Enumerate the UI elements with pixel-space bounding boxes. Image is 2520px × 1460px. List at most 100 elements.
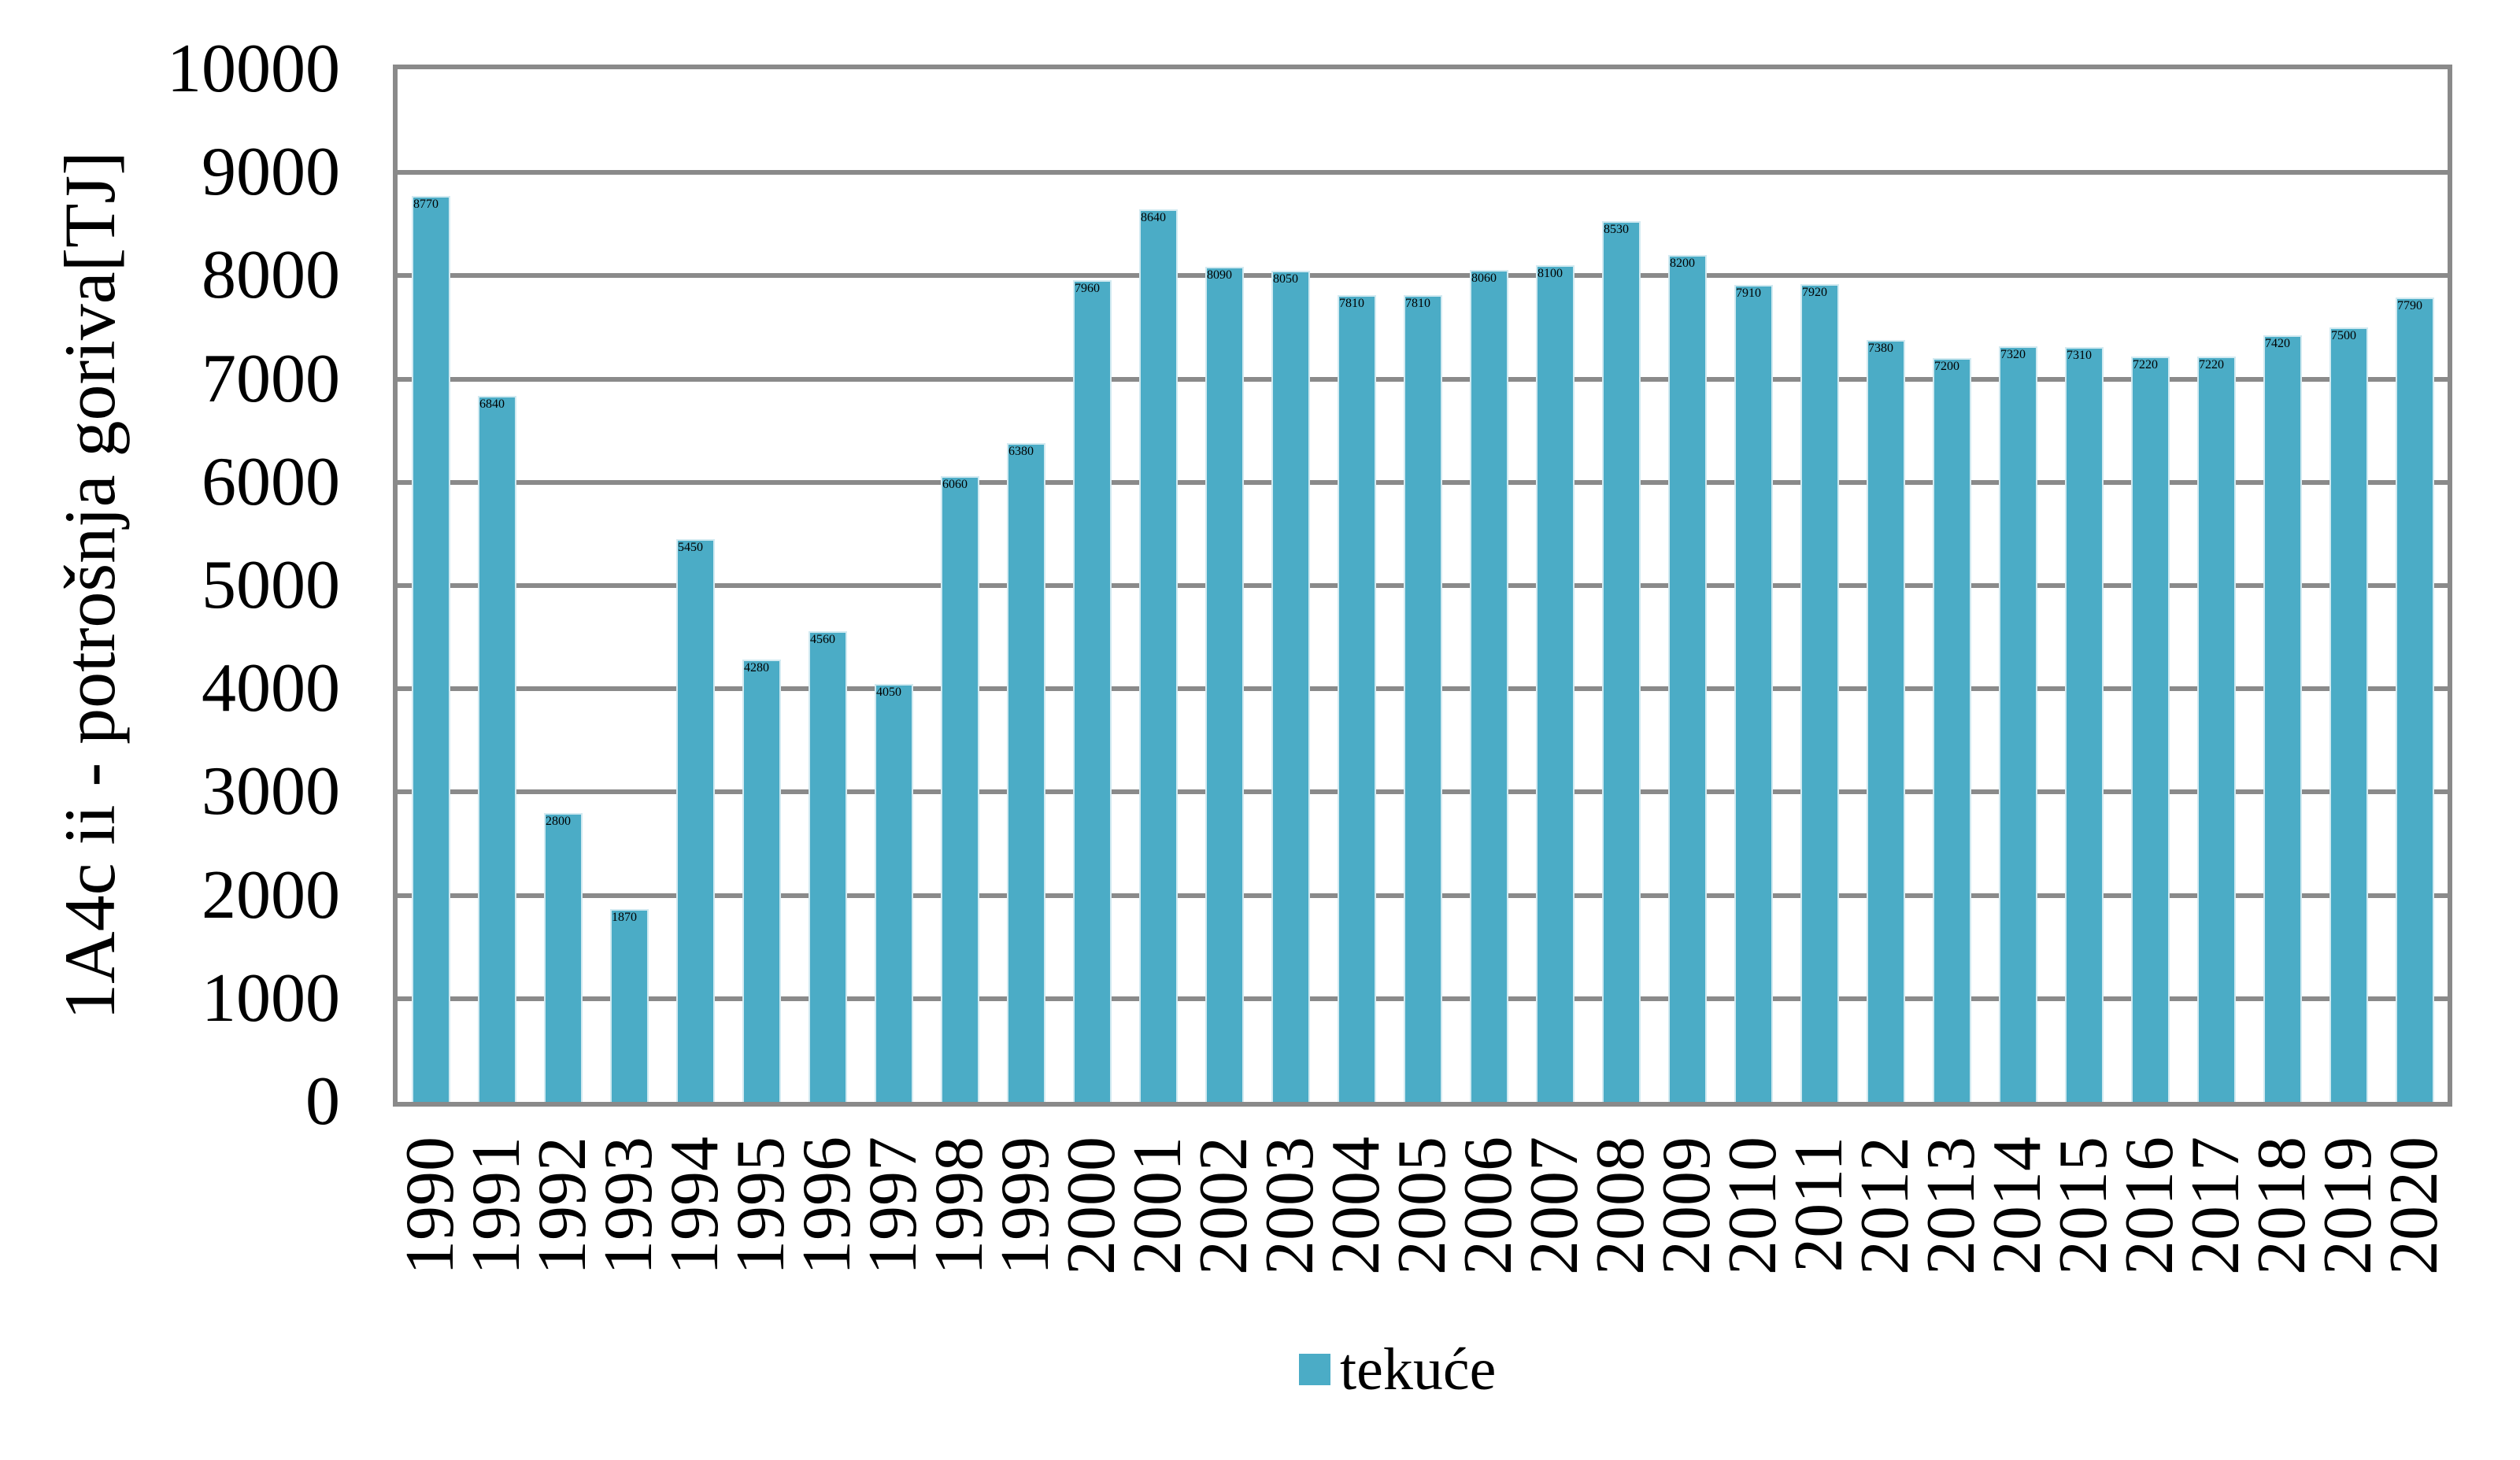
x-tick-label-text: 1993: [590, 1137, 667, 1275]
x-tick-label-2011: 2011: [1781, 1137, 1857, 1273]
x-tick-label-1990: 1990: [392, 1137, 468, 1275]
y-tick-label-10000: 10000: [167, 31, 340, 107]
y-tick-label-4000: 4000: [202, 650, 340, 727]
x-tick-label-text: 2010: [1715, 1137, 1791, 1275]
x-tick-label-text: 2000: [1053, 1137, 1130, 1275]
x-tick-label-1999: 1999: [987, 1137, 1064, 1275]
x-tick-label-text: 2007: [1516, 1137, 1593, 1275]
gridline-8000: [398, 273, 2448, 279]
x-tick-label-1996: 1996: [789, 1137, 865, 1275]
x-tick-label-2003: 2003: [1252, 1137, 1328, 1275]
x-tick-label-text: 2004: [1318, 1137, 1394, 1275]
y-tick-label-1000: 1000: [202, 959, 340, 1037]
bar-2005: 7810: [1404, 295, 1442, 1102]
bar-2013: 7200: [1933, 358, 1971, 1102]
x-tick-label-2005: 2005: [1384, 1137, 1460, 1275]
x-tick-label-1998: 1998: [921, 1137, 997, 1275]
y-tick-label-0: 0: [305, 1063, 340, 1140]
x-tick-label-2006: 2006: [1450, 1137, 1526, 1275]
bar-1994: 5450: [676, 539, 715, 1102]
x-tick-label-2009: 2009: [1649, 1137, 1725, 1275]
bar-2015: 7310: [2065, 347, 2104, 1102]
plot-area: 8770 6840 2800 1870 5450 4280 4560 4050 6060 6380…: [393, 65, 2452, 1107]
x-tick-label-text: 2002: [1186, 1137, 1262, 1275]
bar-2012: 7380: [1867, 340, 1905, 1102]
x-tick-label-2010: 2010: [1715, 1137, 1791, 1275]
x-tick-label-1995: 1995: [723, 1137, 799, 1275]
bar-2007: 8100: [1536, 265, 1575, 1102]
legend: tekuće: [1299, 1338, 1496, 1401]
x-tick-label-text: 2018: [2244, 1137, 2320, 1275]
x-tick-label-text: 1999: [987, 1137, 1064, 1275]
bar-1997: 4050: [875, 684, 913, 1102]
bar-2004: 7810: [1338, 295, 1376, 1102]
x-tick-label-text: 2020: [2376, 1137, 2452, 1275]
bar-2010: 7910: [1734, 285, 1773, 1102]
bar-1998: 6060: [941, 476, 979, 1102]
x-tick-label-2018: 2018: [2244, 1137, 2320, 1275]
bar-1999: 6380: [1007, 443, 1045, 1102]
x-tick-label-1994: 1994: [657, 1137, 733, 1275]
x-tick-label-text: 2005: [1384, 1137, 1460, 1275]
x-tick-label-text: 2014: [1979, 1137, 2056, 1275]
x-tick-label-2001: 2001: [1119, 1137, 1196, 1275]
x-tick-label-2002: 2002: [1186, 1137, 1262, 1275]
x-tick-label-text: 2015: [2045, 1137, 2122, 1275]
x-tick-label-text: 2001: [1119, 1137, 1196, 1275]
bar-1995: 4280: [742, 660, 781, 1102]
x-tick-label-text: 1996: [789, 1137, 865, 1275]
x-tick-label-1992: 1992: [524, 1137, 601, 1275]
bar-1991: 6840: [478, 396, 516, 1102]
x-tick-label-text: 2012: [1847, 1137, 1923, 1275]
bar-2001: 8640: [1139, 209, 1178, 1102]
x-tick-label-2015: 2015: [2045, 1137, 2122, 1275]
bar-1996: 4560: [809, 631, 847, 1102]
bar-2016: 7220: [2131, 357, 2170, 1102]
x-tick-label-text: 1992: [524, 1137, 601, 1275]
bar-1993: 1870: [610, 909, 649, 1102]
x-tick-label-text: 2013: [1913, 1137, 1989, 1275]
x-tick-label-1997: 1997: [855, 1137, 931, 1275]
bar-2017: 7220: [2197, 357, 2236, 1102]
legend-swatch-tekuce: [1299, 1354, 1330, 1385]
bar-2018: 7420: [2263, 335, 2302, 1102]
y-tick-label-9000: 9000: [202, 134, 340, 211]
x-tick-label-text: 1997: [855, 1137, 931, 1275]
bar-2009: 8200: [1668, 255, 1707, 1102]
bar-2011: 7920: [1800, 284, 1839, 1102]
x-tick-label-text: 2009: [1649, 1137, 1725, 1275]
x-tick-label-1991: 1991: [458, 1137, 535, 1275]
bar-2019: 7500: [2329, 327, 2368, 1102]
bar-2003: 8050: [1271, 271, 1310, 1102]
x-tick-label-2004: 2004: [1318, 1137, 1394, 1275]
gridline-9000: [398, 170, 2448, 176]
x-tick-label-text: 2011: [1781, 1137, 1857, 1273]
bar-2014: 7320: [1999, 346, 2037, 1102]
bar-1992: 2800: [544, 813, 583, 1102]
x-tick-label-text: 1994: [657, 1137, 733, 1275]
x-tick-label-2013: 2013: [1913, 1137, 1989, 1275]
x-tick-label-text: 1991: [458, 1137, 535, 1275]
bar-2000: 7960: [1073, 280, 1112, 1102]
legend-label-tekuce: tekuće: [1340, 1336, 1497, 1403]
x-tick-label-text: 2019: [2310, 1137, 2386, 1275]
y-tick-label-5000: 5000: [202, 547, 340, 623]
x-tick-label-2014: 2014: [1979, 1137, 2056, 1275]
bar-2008: 8530: [1602, 221, 1641, 1102]
x-tick-label-text: 2006: [1450, 1137, 1526, 1275]
bar-2006: 8060: [1470, 270, 1508, 1102]
x-tick-label-2008: 2008: [1582, 1137, 1659, 1275]
x-tick-label-2017: 2017: [2178, 1137, 2254, 1275]
y-tick-label-6000: 6000: [202, 443, 340, 520]
x-tick-label-2020: 2020: [2376, 1137, 2452, 1275]
x-tick-label-2016: 2016: [2111, 1137, 2188, 1275]
x-tick-label-text: 2003: [1252, 1137, 1328, 1275]
x-tick-label-text: 1995: [723, 1137, 799, 1275]
x-tick-label-text: 2017: [2178, 1137, 2254, 1275]
y-tick-label-7000: 7000: [202, 340, 340, 417]
bar-2002: 8090: [1205, 267, 1244, 1102]
x-tick-label-2019: 2019: [2310, 1137, 2386, 1275]
x-tick-label-text: 2008: [1582, 1137, 1659, 1275]
x-tick-label-text: 1990: [392, 1137, 468, 1275]
